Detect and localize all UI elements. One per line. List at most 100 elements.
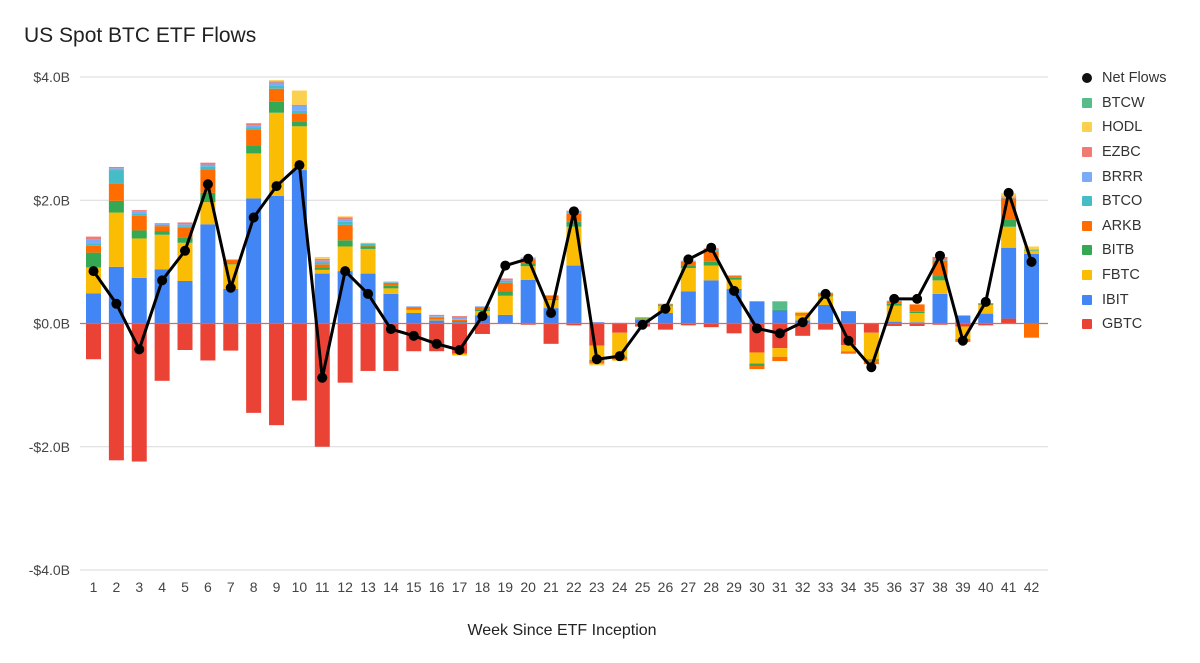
x-tick-label: 41	[1001, 579, 1017, 595]
bar-ezbc	[337, 217, 353, 220]
net-flows-point	[683, 254, 694, 265]
bar-bitb	[200, 192, 216, 203]
legend-label: IBIT	[1102, 291, 1129, 308]
bar-bitb	[314, 267, 330, 270]
x-tick-label: 7	[227, 579, 235, 595]
legend-item-ibit: IBIT	[1082, 287, 1166, 312]
x-tick-label: 19	[498, 579, 514, 595]
bar-gbtc	[200, 323, 216, 361]
y-tick-label: $0.0B	[33, 316, 70, 332]
bar-bitb	[131, 230, 147, 239]
net-flows-point	[1026, 256, 1037, 267]
net-flows-point	[408, 330, 419, 341]
bar-btco	[269, 85, 285, 89]
bar-gbtc	[657, 323, 673, 330]
bar-ibit	[840, 311, 856, 324]
net-flows-point	[820, 288, 831, 299]
bar-arkb	[154, 226, 170, 232]
bar-ibit	[978, 313, 994, 324]
x-tick-label: 30	[749, 579, 765, 595]
legend-label: HODL	[1102, 119, 1143, 136]
bar-fbtc	[291, 126, 307, 171]
legend-swatch-icon	[1082, 196, 1092, 207]
bar-bitb	[177, 237, 193, 243]
bar-gbtc	[703, 323, 719, 328]
net-flows-line	[88, 160, 1037, 383]
x-tick-label: 33	[818, 579, 834, 595]
bar-bitb	[108, 200, 124, 213]
x-tick-label: 37	[909, 579, 925, 595]
bar-bitb	[772, 309, 788, 311]
bar-ezbc	[291, 104, 307, 106]
bar-fbtc	[543, 300, 559, 309]
net-flows-point	[591, 354, 602, 365]
bar-ibit	[772, 310, 788, 324]
bar-arkb	[429, 317, 445, 320]
net-flows-point	[614, 351, 625, 362]
bar-ezbc	[86, 236, 101, 240]
legend-label: BTCW	[1102, 94, 1145, 111]
bar-ibit	[86, 293, 101, 324]
bar-bitb	[909, 311, 925, 314]
bar-brrr	[474, 306, 490, 307]
bar-ezbc	[154, 223, 170, 224]
bar-btcw	[772, 301, 788, 310]
bar-arkb	[223, 260, 239, 264]
y-tick-label: $4.0B	[33, 69, 70, 85]
bar-bitb	[291, 121, 307, 127]
bar-hodl	[795, 311, 811, 314]
bar-hodl	[291, 90, 307, 105]
bar-gbtc	[474, 323, 490, 334]
x-tick-label: 8	[250, 579, 258, 595]
bar-ibit	[314, 273, 330, 324]
bar-gbtc	[726, 323, 742, 334]
bar-fbtc	[749, 352, 765, 364]
bar-gbtc	[337, 323, 353, 383]
bar-btco	[246, 127, 262, 130]
bar-arkb	[269, 88, 285, 102]
bar-bitb	[474, 309, 490, 312]
bar-ezbc	[200, 162, 216, 165]
net-flows-point	[157, 275, 168, 286]
bar-btco	[1024, 249, 1039, 251]
net-flows-polyline	[92, 163, 1033, 380]
legend-item-hodl: HODL	[1082, 115, 1166, 140]
bar-brrr	[383, 281, 399, 283]
bar-bitb	[429, 319, 445, 320]
x-tick-label: 4	[158, 579, 166, 595]
net-flows-point	[889, 293, 900, 304]
bar-gbtc	[246, 323, 262, 413]
bar-gbtc	[108, 323, 124, 461]
bar-gbtc	[154, 323, 170, 381]
bar-bitb	[635, 317, 651, 319]
x-tick-label: 27	[681, 579, 697, 595]
net-flows-point	[431, 338, 442, 349]
bar-fbtc	[726, 279, 742, 289]
bar-ibit	[429, 320, 445, 324]
bar-bitb	[749, 363, 765, 367]
net-flows-point	[706, 242, 717, 253]
bar-gbtc	[86, 323, 101, 360]
bar-ezbc	[429, 314, 445, 317]
x-tick-label: 34	[841, 579, 857, 595]
bar-ibit	[269, 195, 285, 324]
bar-ezbc	[177, 222, 193, 225]
legend-item-brrr: BRRR	[1082, 164, 1166, 189]
bar-arkb	[543, 295, 559, 299]
bar-bitb	[566, 221, 582, 227]
bar-ibit	[657, 313, 673, 324]
bar-arkb	[177, 227, 193, 238]
bar-btco	[429, 316, 445, 318]
bar-ibit	[452, 322, 468, 324]
bar-gbtc	[177, 323, 193, 350]
bar-brrr	[131, 211, 147, 214]
x-tick-label: 25	[635, 579, 651, 595]
bar-gbtc	[978, 323, 994, 326]
bar-ibit	[955, 315, 971, 324]
bar-fbtc	[635, 318, 651, 320]
bar-ibit	[1001, 247, 1017, 319]
legend-item-btco: BTCO	[1082, 189, 1166, 214]
x-tick-label: 23	[589, 579, 605, 595]
net-flows-point	[294, 160, 305, 171]
net-flows-point	[248, 212, 259, 223]
